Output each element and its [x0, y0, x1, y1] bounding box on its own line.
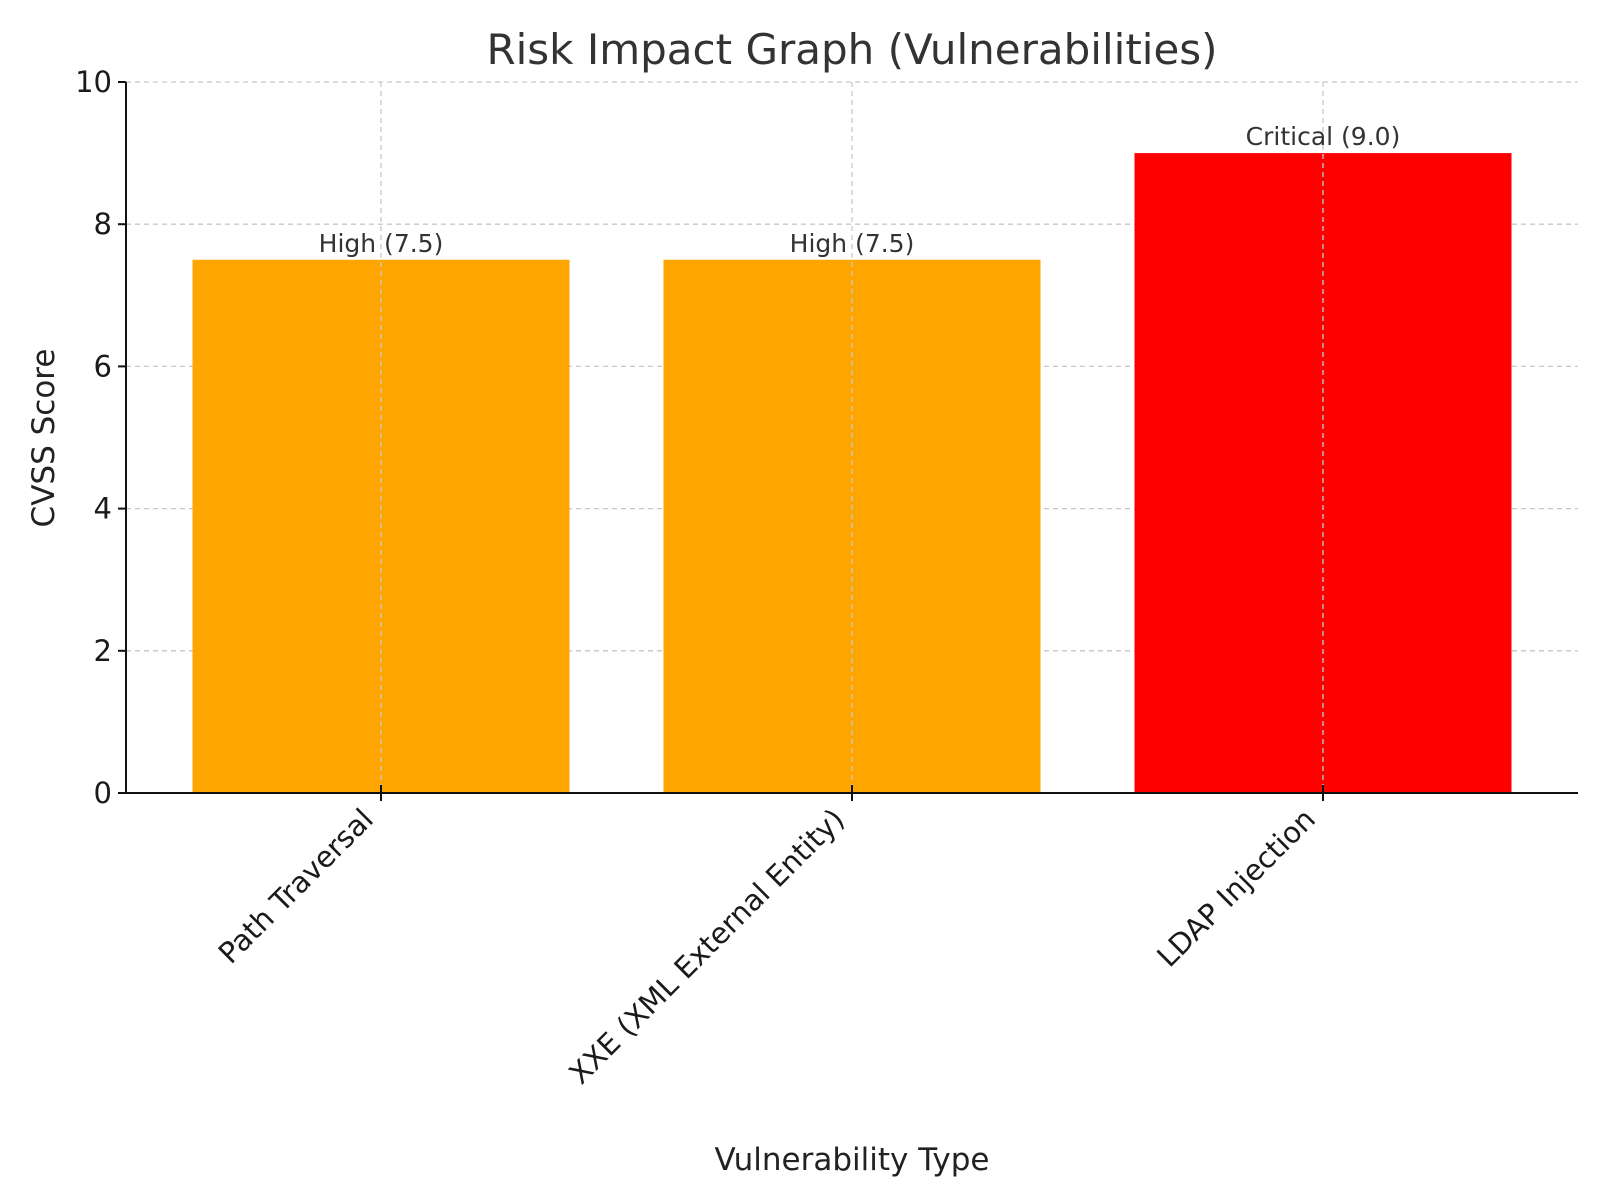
bar-value-label: High (7.5): [790, 229, 915, 258]
x-axis-label: Vulnerability Type: [715, 1142, 990, 1178]
axes: [118, 81, 1578, 801]
y-tick-label: 6: [94, 349, 112, 383]
y-tick-label: 0: [94, 776, 112, 810]
vertical-grid: [380, 82, 1324, 793]
y-tick-label: 10: [75, 65, 112, 99]
y-tick-label: 8: [94, 207, 112, 241]
data-labels: High (7.5) High (7.5) Critical (9.0): [319, 122, 1401, 258]
y-tick-label: 4: [94, 492, 112, 526]
x-tick-label: XXE (XML External Entity): [562, 802, 851, 1091]
x-tick-label: Path Traversal: [212, 802, 380, 970]
bar-value-label: High (7.5): [319, 229, 444, 258]
y-axis-label: CVSS Score: [26, 349, 62, 528]
y-tick-label: 2: [94, 634, 112, 668]
chart-title: Risk Impact Graph (Vulnerabilities): [486, 25, 1217, 74]
x-tick-label: LDAP Injection: [1150, 802, 1322, 974]
bar-value-label: Critical (9.0): [1246, 122, 1401, 151]
